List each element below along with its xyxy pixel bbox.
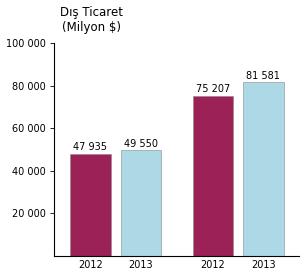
Text: 81 581: 81 581 [246, 71, 280, 81]
Bar [193, 96, 233, 256]
Bar [70, 154, 111, 256]
Bar [243, 82, 284, 256]
Bar [121, 150, 161, 256]
Text: 49 550: 49 550 [124, 139, 158, 148]
Title: Dış Ticaret
(Milyon $): Dış Ticaret (Milyon $) [60, 6, 123, 34]
Text: 47 935: 47 935 [74, 142, 107, 152]
Text: 75 207: 75 207 [196, 84, 230, 94]
